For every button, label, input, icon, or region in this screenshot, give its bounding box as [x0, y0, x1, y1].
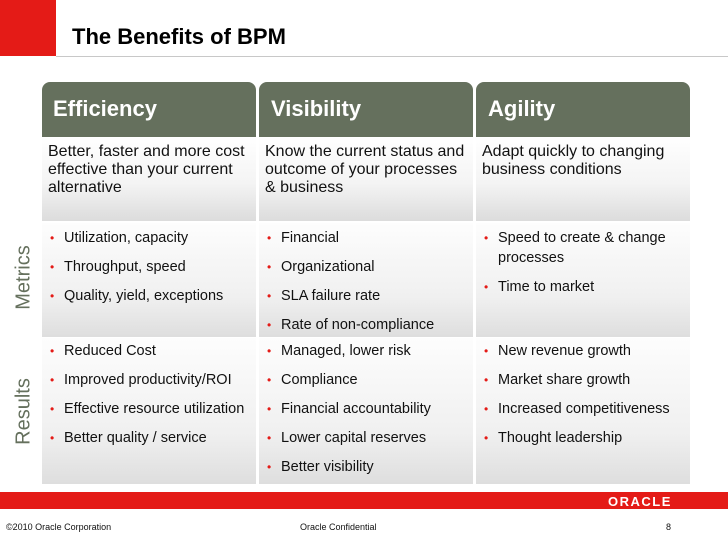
list-item: • Improved productivity/ROI: [48, 371, 250, 391]
corner-accent: [0, 0, 56, 56]
oracle-logo: ORACLE: [608, 494, 672, 509]
result-text: Financial accountability: [281, 401, 431, 417]
column-visibility: Visibility Know the current status and o…: [259, 82, 473, 484]
bullet-icon: •: [50, 344, 55, 358]
bullet-icon: •: [267, 431, 272, 445]
bullet-icon: •: [484, 373, 489, 387]
result-text: Better visibility: [281, 459, 374, 475]
list-item: • Thought leadership: [482, 429, 684, 449]
result-text: Improved productivity/ROI: [64, 372, 232, 388]
column-description: Adapt quickly to changing business condi…: [476, 137, 690, 223]
column-agility: Agility Adapt quickly to changing busine…: [476, 82, 690, 484]
metric-text: Utilization, capacity: [64, 230, 189, 246]
bullet-icon: •: [267, 289, 272, 303]
bullet-icon: •: [50, 289, 55, 303]
metrics-cell: • Utilization, capacity • Throughput, spee…: [42, 223, 256, 337]
bullet-icon: •: [267, 318, 272, 332]
bullet-icon: •: [267, 231, 272, 245]
column-description: Better, faster and more cost effective t…: [42, 137, 256, 223]
column-header: Visibility: [259, 82, 473, 137]
list-item: • Organizational: [265, 258, 467, 278]
result-text: New revenue growth: [498, 343, 631, 359]
bullet-icon: •: [50, 431, 55, 445]
list-item: • SLA failure rate: [265, 287, 467, 307]
column-header: Efficiency: [42, 82, 256, 137]
metric-text: SLA failure rate: [281, 288, 381, 304]
title-divider: [56, 56, 728, 57]
bullet-icon: •: [267, 402, 272, 416]
row-label-results: Results: [12, 378, 35, 445]
bullet-icon: •: [50, 260, 55, 274]
bullet-icon: •: [267, 373, 272, 387]
list-item: • Quality, yield, exceptions: [48, 287, 250, 307]
list-item: • Utilization, capacity: [48, 229, 250, 249]
list-item: • Time to market: [482, 278, 684, 298]
list-item: • Market share growth: [482, 371, 684, 391]
result-text: Managed, lower risk: [281, 343, 411, 359]
list-item: • Financial accountability: [265, 400, 467, 420]
row-label-metrics: Metrics: [12, 245, 35, 310]
list-item: • Financial: [265, 229, 467, 249]
list-item: • Reduced Cost: [48, 342, 250, 362]
list-item: • Compliance: [265, 371, 467, 391]
list-item: • Better visibility: [265, 458, 467, 478]
metric-text: Quality, yield, exceptions: [64, 288, 224, 304]
result-text: Lower capital reserves: [281, 430, 427, 446]
bullet-icon: •: [267, 260, 272, 274]
column-efficiency: Efficiency Better, faster and more cost …: [42, 82, 256, 484]
list-item: • Speed to create & change processes: [482, 229, 684, 268]
list-item: • Increased competitiveness: [482, 400, 684, 420]
result-text: Reduced Cost: [64, 343, 156, 359]
bullet-icon: •: [50, 402, 55, 416]
result-text: Increased competitiveness: [498, 401, 670, 417]
bullet-icon: •: [50, 373, 55, 387]
result-text: Compliance: [281, 372, 358, 388]
metrics-cell: • Financial • Organizational • SLA failure …: [259, 223, 473, 337]
result-text: Better quality / service: [64, 430, 207, 446]
result-text: Effective resource utilization: [64, 401, 245, 417]
bullet-icon: •: [484, 344, 489, 358]
result-text: Market share growth: [498, 372, 631, 388]
column-description: Know the current status and outcome of y…: [259, 137, 473, 223]
metric-text: Throughput, speed: [64, 259, 186, 275]
bullet-icon: •: [267, 460, 272, 474]
list-item: • Throughput, speed: [48, 258, 250, 278]
result-text: Thought leadership: [498, 430, 623, 446]
bullet-icon: •: [484, 402, 489, 416]
list-item: • Better quality / service: [48, 429, 250, 449]
bullet-icon: •: [484, 279, 489, 294]
footer-copyright: ©2010 Oracle Corporation: [6, 522, 112, 532]
bullet-icon: •: [484, 431, 489, 445]
results-cell: • Managed, lower risk • Compliance • Financ…: [259, 337, 473, 484]
column-header: Agility: [476, 82, 690, 137]
metrics-cell: • Speed to create & change processes • Tim…: [476, 223, 690, 337]
metric-text: Financial: [281, 230, 340, 246]
list-item: • Managed, lower risk: [265, 342, 467, 362]
bullet-icon: •: [267, 344, 272, 358]
list-item: • Effective resource utilization: [48, 400, 250, 420]
bullet-icon: •: [484, 231, 489, 245]
metric-text: Time to market: [498, 278, 595, 295]
bullet-icon: •: [50, 231, 55, 245]
results-cell: • New revenue growth • Market share growth…: [476, 337, 690, 484]
slide-title: The Benefits of BPM: [72, 24, 286, 49]
footer-confidential: Oracle Confidential: [300, 522, 377, 532]
metric-text: Rate of non-compliance: [281, 317, 435, 333]
list-item: • Rate of non-compliance: [265, 316, 467, 336]
page-number: 8: [666, 522, 672, 532]
metric-text: Speed to create & change processes: [498, 230, 666, 266]
footer-bar: [0, 492, 728, 509]
list-item: • Lower capital reserves: [265, 429, 467, 449]
list-item: • New revenue growth: [482, 342, 684, 362]
results-cell: • Reduced Cost • Improved productivity/ROI…: [42, 337, 256, 484]
metric-text: Organizational: [281, 259, 375, 275]
